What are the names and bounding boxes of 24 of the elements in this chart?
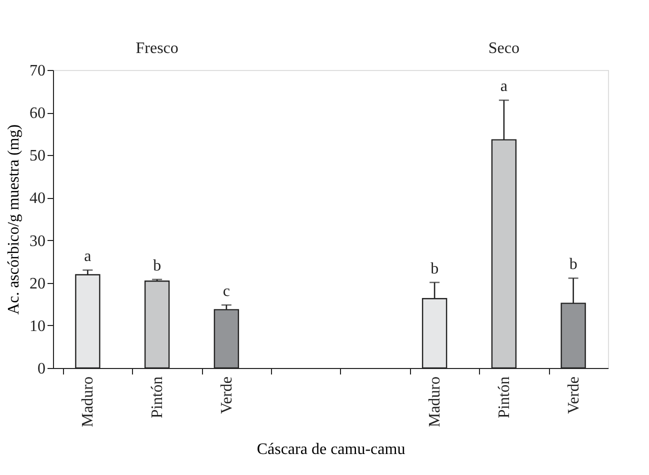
x-tick-label: Pintón xyxy=(149,376,166,418)
y-tick-label: 40 xyxy=(30,190,46,208)
x-tick-label: Maduro xyxy=(80,376,97,428)
x-tick-label: Maduro xyxy=(426,376,444,428)
text: Fresco xyxy=(136,40,178,57)
y-tick-label: 50 xyxy=(30,148,46,165)
data-label: b xyxy=(430,260,439,278)
y-tick-label: 60 xyxy=(30,105,46,122)
data-label: a xyxy=(84,248,92,266)
data-label: c xyxy=(222,282,230,300)
data-label: b xyxy=(153,257,162,274)
x-tick-label: Pintón xyxy=(496,376,513,418)
y-tick-label: 70 xyxy=(30,62,46,80)
text: Seco xyxy=(488,40,520,57)
y-axis-title: Ac. ascórbico/g muestra (mg) xyxy=(6,124,22,315)
data-label: b xyxy=(569,256,578,274)
y-tick-label: 20 xyxy=(30,275,46,292)
y-tick-label: 0 xyxy=(38,360,46,378)
y-tick-label: 30 xyxy=(30,232,46,250)
x-tick-label: Verde xyxy=(218,376,236,414)
x-axis-title: Cáscara de camu-camu xyxy=(256,441,406,458)
data-label: a xyxy=(500,78,508,96)
y-tick-label: 10 xyxy=(30,318,46,335)
x-tick-label: Verde xyxy=(565,376,582,414)
